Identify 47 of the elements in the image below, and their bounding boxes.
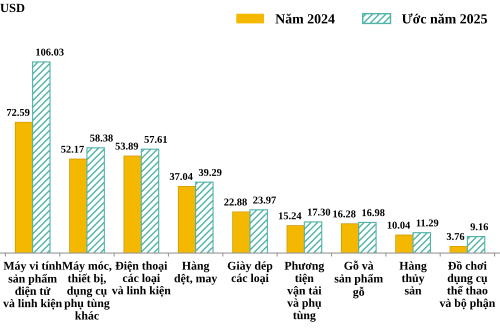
x-tick-label: Hàng thủy sản — [399, 261, 427, 295]
x-tick-label: Điện thoại các loại và linh kiện — [112, 261, 171, 297]
data-label: 53.89 — [116, 142, 138, 150]
bar — [304, 221, 322, 254]
data-label: 23.97 — [253, 196, 276, 204]
data-label: 22.88 — [224, 198, 247, 206]
data-label: 58.38 — [90, 134, 113, 142]
bar — [124, 156, 142, 254]
bar — [232, 211, 250, 254]
bar — [395, 234, 414, 254]
data-label: 37.04 — [170, 172, 193, 180]
bar — [412, 232, 431, 254]
bar — [195, 182, 214, 254]
data-label: 72.59 — [6, 108, 30, 116]
legend-label: Ước năm 2025 — [402, 13, 487, 24]
data-label: 16.98 — [362, 209, 385, 216]
data-label: 3.76 — [446, 233, 464, 240]
x-tick-label: Máy móc, thiết bị, dụng cụ phụ tùng khác — [62, 261, 112, 320]
bar — [340, 223, 360, 254]
bar — [14, 122, 33, 254]
data-label: 10.04 — [388, 222, 410, 229]
bar — [140, 148, 160, 254]
data-label: 57.61 — [144, 136, 167, 143]
data-label: 52.17 — [61, 146, 84, 153]
data-label: 39.29 — [198, 168, 222, 176]
data-label: 9.16 — [470, 223, 488, 230]
bar — [358, 222, 377, 254]
x-tick-label: Phương tiện vận tải và phụ tùng — [284, 261, 324, 322]
data-label: 11.29 — [416, 219, 438, 226]
bar — [178, 186, 196, 254]
bar — [69, 158, 88, 254]
x-tick-label: Hàng dệt, may — [174, 261, 218, 285]
bar — [86, 147, 105, 254]
x-tick-label: Giày dép các loại — [228, 261, 272, 284]
bar — [286, 225, 305, 254]
y-axis-title: USD — [0, 4, 24, 12]
x-tick-label: Gỗ và sản phẩm gỗ — [334, 260, 383, 298]
legend-label: Năm 2024 — [275, 14, 335, 24]
data-label: 15.24 — [278, 212, 302, 220]
data-label: 17.30 — [308, 208, 330, 216]
x-tick-label: Máy vi tính sản phẩm điện tử và linh kiện — [3, 261, 62, 310]
bar — [32, 61, 51, 254]
data-label: 16.28 — [333, 210, 356, 218]
data-label: 106.03 — [36, 48, 64, 56]
bar — [249, 209, 268, 254]
x-tick-label: Đồ chơi dụng cụ thể thao và bộ phận — [440, 261, 496, 310]
bar — [466, 236, 486, 254]
